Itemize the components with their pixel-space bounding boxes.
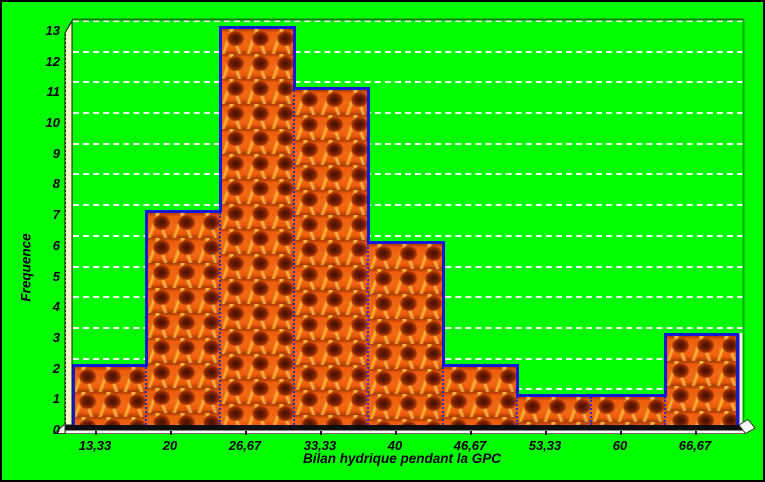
bin-boundary-dotted [442,367,444,425]
x-tick-mark [95,431,97,435]
bin-boundary-dotted [219,213,221,425]
x-axis-highlight [66,430,745,434]
x-tick-label: 46,67 [453,438,487,453]
y-tick-label: 10 [45,115,60,130]
bar-envelope-step [145,210,148,367]
x-tick-label: 13,33 [78,438,112,453]
bar-envelope-step [664,333,667,397]
bar-envelope-step [516,364,519,397]
bar-envelope-step [442,241,445,367]
x-tick-mark [245,431,247,435]
histogram-bar [294,87,368,425]
right-wall-face [739,333,744,425]
gridline-y11 [73,81,743,83]
bar-envelope-step [219,26,222,213]
y-tick-label: 2 [52,361,60,376]
histogram-bar [72,364,146,425]
x-tick-mark [545,431,547,435]
x-axis-ribbon [65,425,745,431]
x-tick-label: 66,67 [678,438,712,453]
histogram-bar [665,333,739,425]
floor-right-wedge [738,418,756,435]
x-tick-mark [620,431,622,435]
y-tick-label: 6 [52,238,60,253]
bin-boundary-dotted [664,397,666,425]
y-tick-label: 5 [52,269,60,284]
gridline-y7 [73,204,743,206]
bar-envelope-right [736,333,739,425]
bar-envelope-left [72,364,75,425]
y-tick-label: 3 [52,330,60,345]
floor-left-wedge [52,422,66,434]
x-tick-mark [470,431,472,435]
histogram-bar [146,210,220,425]
gridline-y6 [73,235,743,237]
y-tick-label: 1 [52,391,60,406]
x-tick-label: 40 [387,438,403,453]
y-tick-label: 13 [45,23,60,38]
bin-boundary-dotted [367,244,369,425]
y-tick-label: 4 [52,299,60,314]
x-axis-title: Bilan hydrique pendant la GPC [302,451,502,466]
histogram-bar [220,26,294,425]
x-tick-mark [320,431,322,435]
gridline-y13 [73,20,743,22]
histogram-bar [443,364,517,425]
x-tick-label: 60 [612,438,628,453]
gridline-y12 [73,51,743,53]
x-tick-label: 26,67 [228,438,262,453]
y-tick-label: 12 [45,54,60,69]
bar-envelope-step [367,87,370,244]
gridline-y8 [73,173,743,175]
histogram-bar [517,394,591,425]
bin-boundary-dotted [293,90,295,425]
x-tick-label: 53,33 [528,438,562,453]
bin-boundary-dotted [590,397,592,425]
y-axis-title: Frequence [18,233,34,302]
bin-boundary-dotted [516,397,518,425]
x-tick-label: 20 [162,438,178,453]
y-tick-label: 11 [46,84,61,99]
y-tick-label: 8 [52,176,60,191]
gridline-y9 [73,143,743,145]
y-tick-label: 7 [52,207,60,222]
x-tick-mark [170,431,172,435]
x-tick-label: 33,33 [303,438,337,453]
y-axis-ribbon [64,19,73,426]
x-tick-mark [695,431,697,435]
bar-envelope-step [293,26,296,90]
bin-boundary-dotted [145,367,147,425]
y-tick-label: 9 [52,146,60,161]
histogram-bar [368,241,443,425]
histogram-bar [591,394,665,425]
x-tick-mark [395,431,397,435]
gridline-y10 [73,112,743,114]
y-tick-label: 0 [52,422,60,437]
